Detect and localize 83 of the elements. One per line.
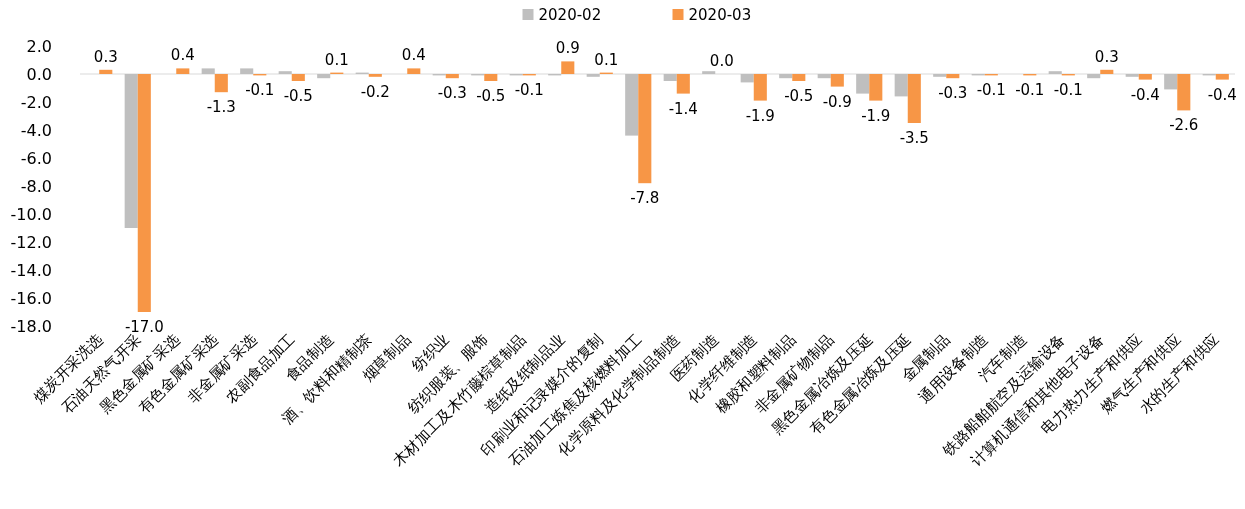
- data-label: 0.4: [170, 46, 195, 65]
- bar: [99, 69, 113, 74]
- data-label: -1.9: [745, 106, 775, 125]
- bar: [201, 68, 215, 74]
- data-label: -0.9: [822, 92, 852, 111]
- bar: [933, 74, 947, 77]
- bar: [779, 74, 793, 79]
- data-label: -1.9: [861, 106, 891, 125]
- bar: [625, 74, 639, 136]
- bar: [894, 74, 908, 97]
- bar: [291, 74, 305, 81]
- bar: [214, 74, 228, 93]
- y-tick-label: -2.0: [20, 93, 52, 112]
- data-label: 0.1: [324, 50, 349, 69]
- data-label: -0.1: [1015, 81, 1045, 100]
- bar: [1087, 74, 1101, 79]
- bar: [1048, 71, 1062, 74]
- data-label: -0.5: [476, 87, 506, 105]
- bar: [817, 74, 831, 79]
- bar: [137, 74, 151, 312]
- bar: [676, 74, 690, 94]
- bar: [1138, 74, 1152, 80]
- bar: [830, 74, 844, 87]
- bar: [176, 68, 190, 74]
- y-tick-label: -8.0: [20, 177, 52, 196]
- data-label: -0.1: [514, 81, 544, 100]
- bar: [240, 68, 254, 74]
- y-tick-label: -10.0: [10, 205, 52, 224]
- bar: [946, 74, 960, 79]
- bar: [124, 74, 138, 228]
- data-label: 0.9: [555, 39, 580, 58]
- bar: [753, 74, 767, 101]
- bar: [368, 74, 382, 77]
- data-label: -0.5: [784, 87, 814, 105]
- data-label: 0.3: [93, 47, 118, 66]
- bar: [1125, 74, 1139, 77]
- bar: [907, 74, 921, 123]
- bar: [484, 74, 498, 81]
- y-tick-label: 2.0: [26, 37, 52, 56]
- bar: [1164, 74, 1178, 90]
- data-label: -0.3: [938, 84, 968, 103]
- data-label: 0.3: [1094, 47, 1119, 66]
- data-label: -1.4: [668, 99, 698, 118]
- data-label: -0.1: [976, 81, 1006, 100]
- data-label: -0.4: [1207, 85, 1237, 104]
- data-label: -0.4: [1130, 85, 1160, 104]
- y-tick-label: -18.0: [10, 317, 52, 336]
- data-label: 0.4: [401, 46, 426, 65]
- y-tick-label: -6.0: [20, 149, 52, 168]
- legend-label: 2020-02: [538, 6, 602, 24]
- bar: [869, 74, 883, 101]
- bar: [856, 74, 870, 94]
- bar: [1215, 74, 1229, 80]
- bar: [561, 61, 575, 74]
- data-label: -1.3: [206, 98, 236, 117]
- y-tick-label: -4.0: [20, 121, 52, 140]
- bar: [1100, 69, 1114, 74]
- bar: [586, 74, 600, 77]
- bar: [278, 71, 292, 74]
- bar: [445, 74, 459, 79]
- y-tick-label: -16.0: [10, 289, 52, 308]
- bar: [702, 71, 716, 74]
- data-label: -0.1: [245, 81, 275, 100]
- legend-label: 2020-03: [688, 6, 752, 24]
- bar: [407, 68, 421, 74]
- data-label: 0.0: [709, 52, 734, 70]
- y-tick-label: 0.0: [26, 65, 52, 84]
- data-label: -0.1: [1053, 81, 1083, 100]
- data-label: -2.6: [1169, 116, 1199, 135]
- y-tick-label: -14.0: [10, 261, 52, 280]
- data-label: 0.1: [594, 50, 619, 69]
- bar: [317, 74, 331, 79]
- data-label: -0.2: [360, 82, 390, 101]
- bar: [638, 74, 652, 184]
- data-label: -0.3: [437, 84, 467, 103]
- data-label: -0.5: [283, 87, 313, 105]
- bar: [792, 74, 806, 81]
- data-label: -7.8: [630, 189, 660, 208]
- bar: [663, 74, 677, 81]
- y-tick-label: -12.0: [10, 233, 52, 252]
- bar: [1177, 74, 1191, 111]
- data-label: -3.5: [899, 129, 929, 147]
- bar: [740, 74, 754, 83]
